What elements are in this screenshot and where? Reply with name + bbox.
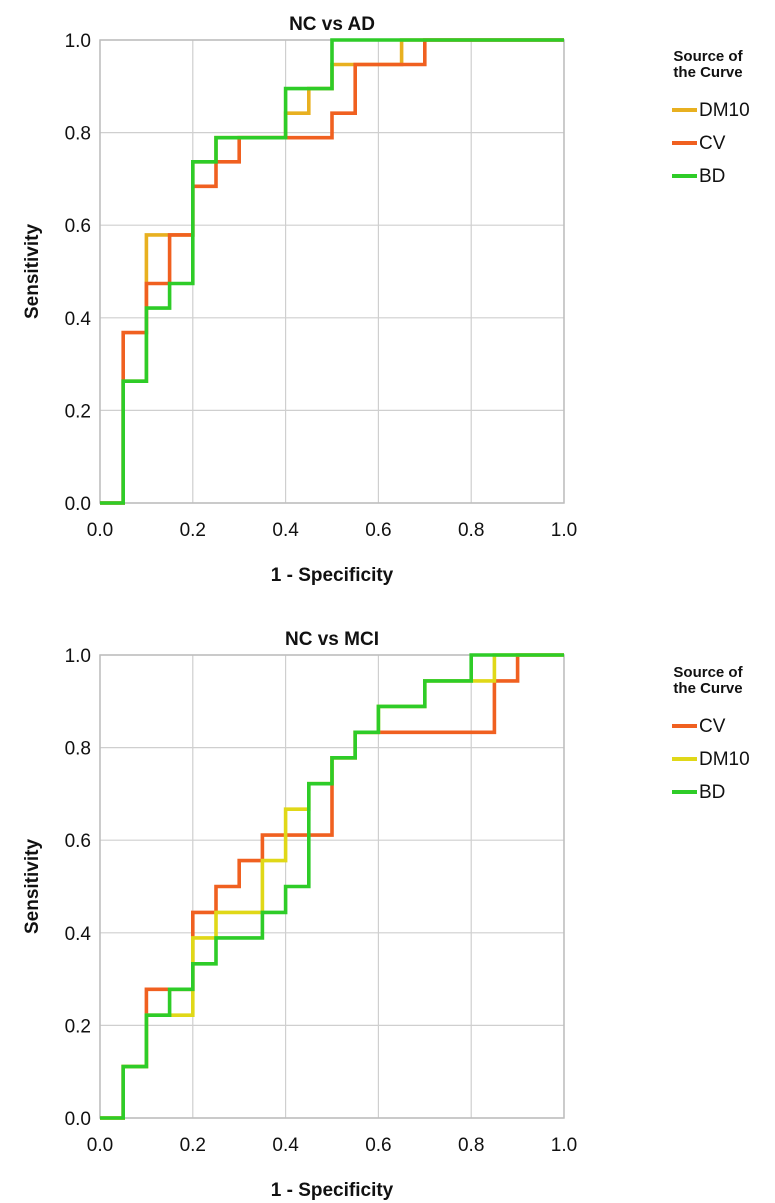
y-tick-label: 0.8	[65, 739, 91, 760]
legend-label: CV	[699, 133, 726, 154]
legend-label: DM10	[699, 100, 750, 121]
legend-title: the Curve	[673, 64, 742, 81]
curves	[100, 38, 564, 505]
y-tick-label: 0.0	[65, 1109, 91, 1130]
legend-label: BD	[699, 166, 725, 187]
plot-frame	[99, 654, 565, 1119]
x-tick-label: 0.4	[272, 1135, 299, 1156]
curves	[100, 653, 564, 1120]
roc-curve-bd	[100, 653, 564, 1120]
x-tick-label: 0.4	[272, 520, 299, 541]
legend-title: Source of	[673, 664, 743, 681]
legend-label: DM10	[699, 749, 750, 770]
y-tick-label: 1.0	[65, 31, 91, 52]
x-axis-label: 1 - Specificity	[271, 565, 394, 586]
y-tick-label: 0.8	[65, 124, 91, 145]
x-tick-label: 0.6	[365, 1135, 391, 1156]
y-tick-label: 0.4	[65, 309, 92, 330]
y-tick-label: 0.6	[65, 831, 91, 852]
x-tick-label: 0.8	[458, 1135, 484, 1156]
x-tick-label: 1.0	[551, 1135, 577, 1156]
y-axis-label: Sensitivity	[22, 224, 43, 319]
roc-curve-bd	[100, 38, 564, 505]
legend-label: CV	[699, 716, 726, 737]
legend-title: Source of	[673, 48, 743, 65]
x-tick-label: 0.0	[87, 520, 113, 541]
x-tick-label: 1.0	[551, 520, 577, 541]
y-tick-label: 0.0	[65, 494, 91, 515]
x-tick-label: 0.2	[180, 1135, 206, 1156]
y-tick-label: 1.0	[65, 646, 91, 667]
legend-title: the Curve	[673, 680, 742, 697]
legend-label: BD	[699, 782, 725, 803]
x-tick-label: 0.8	[458, 520, 484, 541]
x-tick-label: 0.2	[180, 520, 206, 541]
roc-curve-cv	[100, 38, 564, 505]
x-tick-label: 0.0	[87, 1135, 113, 1156]
y-tick-label: 0.4	[65, 924, 92, 945]
roc-chart-nc-vs-ad: 0.0 0.2 0.4 0.6 0.8 1.0 0.0 0.2 0.4 0.6 0.8 1.0 NC v…	[22, 14, 750, 586]
roc-curve-cv	[100, 653, 564, 1120]
chart-title: NC vs AD	[289, 14, 375, 35]
chart-title: NC vs MCI	[285, 629, 379, 650]
y-tick-label: 0.2	[65, 1016, 91, 1037]
x-tick-label: 0.6	[365, 520, 391, 541]
y-axis-label: Sensitivity	[22, 839, 43, 934]
roc-chart-nc-vs-mci: 0.0 0.2 0.4 0.6 0.8 1.0 0.0 0.2 0.4 0.6 0.8 1.0 NC v…	[22, 629, 750, 1201]
y-tick-label: 0.6	[65, 216, 91, 237]
x-axis-label: 1 - Specificity	[271, 1180, 394, 1201]
y-tick-label: 0.2	[65, 401, 91, 422]
